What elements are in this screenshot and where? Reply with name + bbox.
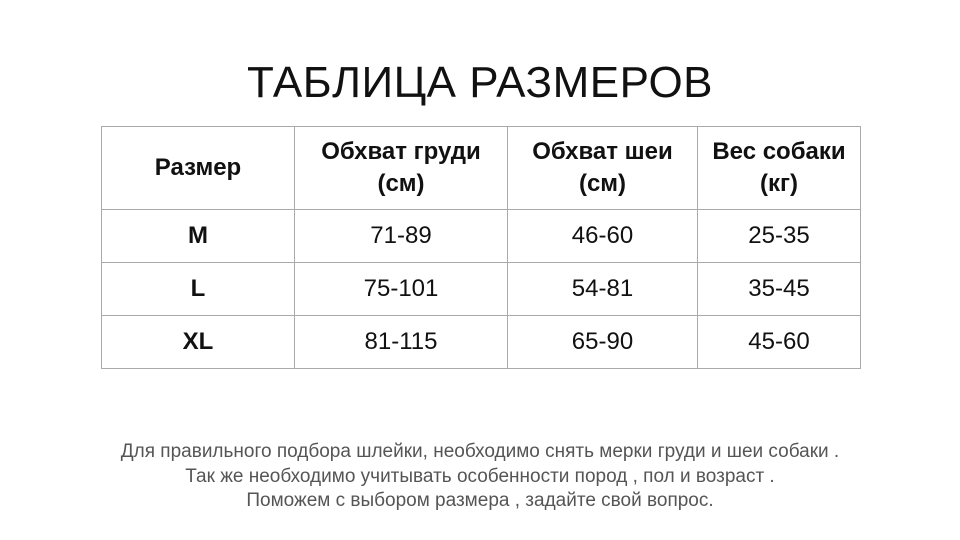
header-neck: Обхват шеи (см) xyxy=(507,126,698,210)
notes: Для правильного подбора шлейки, необходи… xyxy=(0,440,960,514)
cell: 71-89 xyxy=(294,209,508,263)
cell: 65-90 xyxy=(507,315,698,369)
table-header-row: Размер Обхват груди (см) Обхват шеи (см)… xyxy=(101,126,861,210)
note-line: Так же необходимо учитывать особенности … xyxy=(185,465,775,487)
header-chest: Обхват груди (см) xyxy=(294,126,508,210)
cell: 81-115 xyxy=(294,315,508,369)
cell: 46-60 xyxy=(507,209,698,263)
size-table: Размер Обхват груди (см) Обхват шеи (см)… xyxy=(101,126,861,369)
cell: 54-81 xyxy=(507,262,698,316)
cell: 45-60 xyxy=(697,315,861,369)
cell: 35-45 xyxy=(697,262,861,316)
table-row: M 71-89 46-60 25-35 xyxy=(101,209,861,263)
cell: 75-101 xyxy=(294,262,508,316)
cell: L xyxy=(101,262,295,316)
table-row: XL 81-115 65-90 45-60 xyxy=(101,315,861,369)
note-line: Для правильного подбора шлейки, необходи… xyxy=(120,441,840,462)
note-line: Поможем с выбором размера , задайте свой… xyxy=(246,490,714,511)
cell: M xyxy=(101,209,295,263)
header-size: Размер xyxy=(101,126,295,210)
cell: XL xyxy=(101,315,295,369)
page-title: ТАБЛИЦА РАЗМЕРОВ xyxy=(246,58,714,107)
cell: 25-35 xyxy=(697,209,861,263)
header-weight: Вес собаки (кг) xyxy=(697,126,861,210)
table-row: L 75-101 54-81 35-45 xyxy=(101,262,861,316)
